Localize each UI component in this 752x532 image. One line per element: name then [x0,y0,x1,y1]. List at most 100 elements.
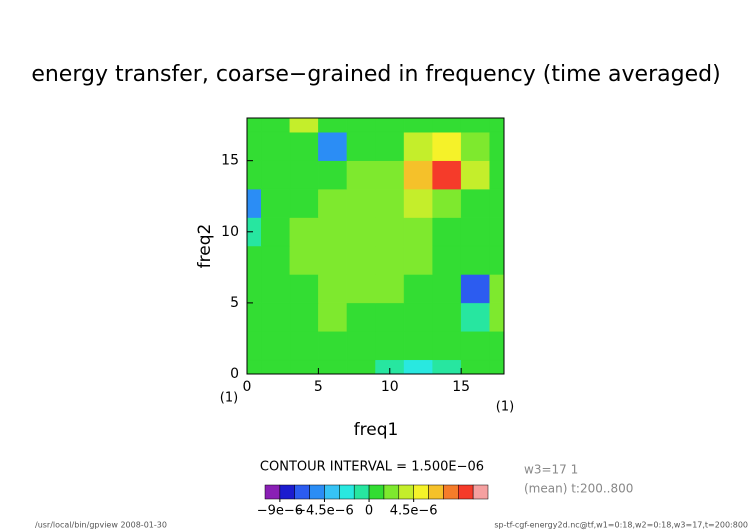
contour-cell [346,331,376,361]
y-tick-label: 0 [230,366,239,382]
contour-cell [489,359,505,375]
contour-cell [432,131,462,161]
contour-cell [246,245,262,275]
y-tick-label: 10 [221,224,239,240]
contour-cell [318,274,348,304]
contour-cell [346,245,376,275]
colorbar-tick-label: −4.5e−6 [295,504,354,519]
contour-cell [346,359,376,375]
contour-cell [432,359,462,375]
contour-cell [489,274,505,304]
contour-cell [460,302,490,332]
contour-cell [318,302,348,332]
contour-cell [375,331,405,361]
contour-cell [375,188,405,218]
contour-cell [246,302,262,332]
y-unit: (1) [220,391,238,406]
contour-cell [375,217,405,247]
chart-title: energy transfer, coarse−grained in frequ… [31,62,720,87]
contour-cell [403,217,433,247]
contour-cell [432,302,462,332]
contour-cell [346,160,376,190]
contour-cell [261,331,291,361]
contour-cell [289,131,319,161]
colorbar-tick-label: −9e−6 [257,504,303,519]
contour-cell [318,188,348,218]
contour-cell [318,245,348,275]
info-line: (mean) t:200..800 [524,482,633,496]
contour-cell [346,131,376,161]
contour-cell [460,188,490,218]
contour-cell [432,117,462,133]
colorbar-box [279,484,295,500]
colorbar-tick-label: 0 [365,504,373,519]
contour-cell [489,331,505,361]
contour-cell [489,217,505,247]
contour-cell [403,131,433,161]
contour-cell [432,188,462,218]
contour-cell [318,131,348,161]
contour-cell [246,331,262,361]
contour-cell [246,359,262,375]
contour-cell [318,117,348,133]
contour-cell [489,117,505,133]
x-unit: (1) [496,400,514,415]
contour-cell [403,188,433,218]
plot-frame [246,117,505,375]
y-tick-label: 5 [230,295,239,311]
colorbar-box [413,484,429,500]
y-tick-label: 15 [221,153,239,169]
contour-cell [289,217,319,247]
contour-cell [489,245,505,275]
contour-cell [318,217,348,247]
x-tick-label: 10 [381,379,399,395]
contour-cell [489,188,505,218]
contour-cell [261,217,291,247]
contour-cell [346,302,376,332]
contour-cell [403,245,433,275]
colorbar-box [472,484,489,500]
colorbar-box [324,484,340,500]
contour-cell [246,160,262,190]
info-line: w3=17 1 [524,463,578,477]
contour-cell [318,160,348,190]
contour-cell [375,274,405,304]
contour-cell [261,245,291,275]
colorbar-box [264,484,281,500]
contour-cell [460,359,490,375]
x-tick-label: 5 [314,379,323,395]
contour-cell [289,188,319,218]
contour-cell [289,274,319,304]
contour-cell [432,331,462,361]
contour-cell [460,245,490,275]
colorbar-box [398,484,414,500]
x-tick-label: 15 [452,379,470,395]
contour-cell [460,131,490,161]
contour-cell [432,274,462,304]
contour-cell [460,117,490,133]
footer: sp-tf-cgf-energy2d.nc@tf,w1=0:18,w2=0:18… [494,521,748,530]
contour-cell [375,302,405,332]
contour-cell [403,359,433,375]
contour-cell [261,117,291,133]
contour-cell [403,117,433,133]
contour-cell [246,188,262,218]
colorbar-box [443,484,459,500]
contour-cell [246,131,262,161]
contour-cell [246,117,262,133]
x-axis-label: freq1 [354,420,399,440]
contour-cell [261,188,291,218]
contour-cell [375,117,405,133]
contour-cell [375,160,405,190]
contour-cell [460,160,490,190]
contour-cell [346,117,376,133]
colorbar-box [368,484,385,500]
colorbar-box [383,484,400,500]
contour-cell [460,217,490,247]
colorbar-tick-label: 4.5e−6 [390,504,438,519]
colorbar-box [428,484,444,500]
x-tick-label: 0 [243,379,252,395]
contour-cell [318,331,348,361]
contour-cell [346,188,376,218]
